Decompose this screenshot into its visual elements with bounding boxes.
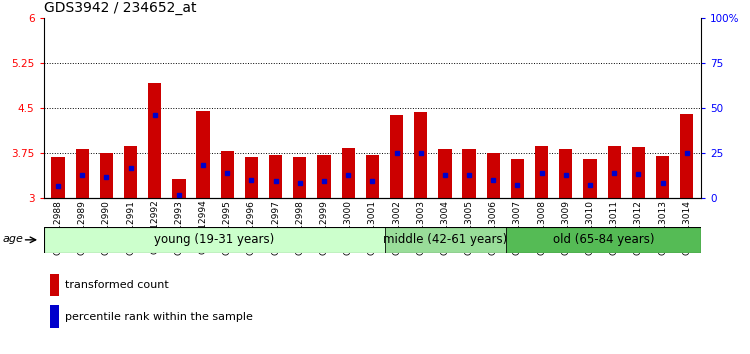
Bar xyxy=(608,146,621,198)
Bar xyxy=(632,147,645,198)
Bar xyxy=(148,83,161,198)
Bar xyxy=(124,146,137,198)
Bar xyxy=(390,115,404,198)
Bar xyxy=(293,157,307,198)
Bar xyxy=(656,156,669,198)
Bar xyxy=(100,153,113,198)
Bar xyxy=(51,157,64,198)
Bar xyxy=(511,159,524,198)
Bar xyxy=(50,306,58,328)
Bar xyxy=(50,274,58,296)
Bar xyxy=(463,149,476,198)
Bar xyxy=(269,155,282,198)
Bar xyxy=(172,179,185,198)
Bar xyxy=(44,227,385,253)
Bar xyxy=(220,151,234,198)
Bar xyxy=(317,155,331,198)
Bar xyxy=(535,146,548,198)
Bar xyxy=(385,227,506,253)
Bar xyxy=(196,111,210,198)
Bar xyxy=(438,149,452,198)
Text: percentile rank within the sample: percentile rank within the sample xyxy=(64,312,253,322)
Bar xyxy=(584,159,597,198)
Text: middle (42-61 years): middle (42-61 years) xyxy=(383,233,508,246)
Bar xyxy=(414,112,428,198)
Bar xyxy=(506,227,701,253)
Bar xyxy=(244,157,258,198)
Bar xyxy=(76,149,88,198)
Text: young (19-31 years): young (19-31 years) xyxy=(154,233,274,246)
Text: transformed count: transformed count xyxy=(64,280,168,290)
Bar xyxy=(487,153,500,198)
Bar xyxy=(680,114,694,198)
Text: GDS3942 / 234652_at: GDS3942 / 234652_at xyxy=(44,1,196,15)
Bar xyxy=(560,149,572,198)
Text: age: age xyxy=(2,234,23,244)
Bar xyxy=(341,148,355,198)
Text: old (65-84 years): old (65-84 years) xyxy=(553,233,655,246)
Bar xyxy=(366,155,379,198)
